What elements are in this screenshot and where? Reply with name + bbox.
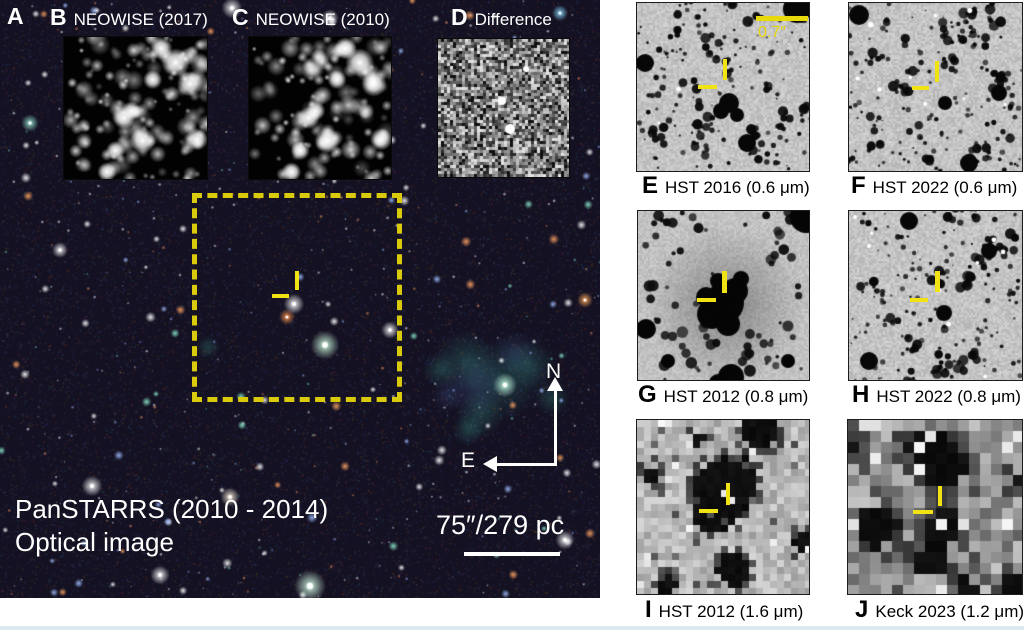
panel-h-canvas bbox=[849, 211, 1022, 380]
panel-g-letter: G bbox=[638, 381, 657, 408]
inset-b-letter: B bbox=[50, 4, 67, 30]
compass-east-line bbox=[496, 463, 557, 466]
panel-f-letter: F bbox=[851, 172, 866, 199]
panel-i-title: HST 2012 (1.6 μm) bbox=[658, 602, 804, 621]
panel-g-label: G HST 2012 (0.8 μm) bbox=[638, 383, 808, 407]
panel-j-keck-2023-image bbox=[847, 419, 1023, 595]
compass-east-arrowhead-icon bbox=[483, 456, 497, 472]
inset-b-neowise-2017-image bbox=[63, 36, 208, 180]
panel-e-letter: E bbox=[642, 172, 659, 199]
panel-f-canvas bbox=[849, 3, 1022, 171]
inset-d-label: D Difference bbox=[451, 6, 552, 29]
inset-c-title: NEOWISE (2010) bbox=[255, 10, 390, 29]
panel-h-target-horizontal-tick bbox=[910, 298, 928, 302]
figure-bottom-edge bbox=[0, 626, 1024, 630]
panel-a-label: A bbox=[7, 3, 24, 29]
panel-j-letter: J bbox=[855, 596, 869, 623]
inset-d-letter: D bbox=[451, 4, 468, 30]
target-marker-vertical-tick bbox=[295, 271, 299, 290]
inset-b-title: NEOWISE (2017) bbox=[73, 10, 208, 29]
panel-g-hst-2012-image bbox=[637, 210, 810, 381]
panel-e-scale-bar bbox=[756, 16, 808, 21]
panel-h-target-vertical-tick bbox=[935, 271, 940, 292]
panel-g-canvas bbox=[638, 211, 809, 380]
target-marker-horizontal-tick bbox=[272, 294, 289, 298]
panel-e-title: HST 2016 (0.6 μm) bbox=[665, 178, 810, 197]
panel-i-letter: I bbox=[645, 596, 652, 623]
panel-h-label: H HST 2022 (0.8 μm) bbox=[852, 383, 1021, 407]
survey-caption-line1: PanSTARRS (2010 - 2014) bbox=[15, 494, 329, 524]
scale-bar-label: 75″/279 pc bbox=[436, 510, 565, 540]
compass-north-arrowhead-icon bbox=[547, 377, 563, 391]
inset-d-title: Difference bbox=[474, 10, 552, 29]
panel-e-canvas bbox=[637, 3, 809, 171]
panel-f-hst-2022-image bbox=[848, 2, 1023, 172]
panel-g-target-vertical-tick bbox=[722, 271, 727, 293]
panel-f-label: F HST 2022 (0.6 μm) bbox=[851, 174, 1017, 198]
panel-i-hst-2012-image bbox=[636, 419, 810, 595]
inset-c-neowise-2010-image bbox=[248, 36, 392, 180]
inset-b-label: B NEOWISE (2017) bbox=[50, 6, 208, 29]
inset-d-difference-image bbox=[437, 38, 570, 178]
panel-e-scale-label: 0.7″ bbox=[758, 24, 786, 41]
panel-j-label: J Keck 2023 (1.2 μm) bbox=[855, 598, 1024, 622]
panel-g-title: HST 2012 (0.8 μm) bbox=[663, 387, 809, 406]
panel-e-target-vertical-tick bbox=[723, 59, 727, 80]
inset-c-letter: C bbox=[232, 4, 249, 30]
panel-g-target-horizontal-tick bbox=[697, 298, 716, 302]
panel-j-title: Keck 2023 (1.2 μm) bbox=[875, 602, 1024, 621]
inset-c-label: C NEOWISE (2010) bbox=[232, 6, 390, 29]
panel-f-target-horizontal-tick bbox=[912, 86, 929, 90]
panel-j-canvas bbox=[848, 420, 1022, 594]
panel-e-target-horizontal-tick bbox=[698, 85, 717, 89]
panel-e-hst-2016-image: 0.7″ bbox=[636, 2, 810, 172]
compass-east-label: E bbox=[461, 449, 476, 472]
scale-bar bbox=[464, 552, 560, 556]
zoom-region-dashed-box bbox=[192, 193, 402, 402]
panel-e-label: E HST 2016 (0.6 μm) bbox=[642, 174, 810, 198]
panel-a-optical-image: A B NEOWISE (2017) C NEOWISE (2010) D Di… bbox=[0, 0, 600, 598]
compass-north-line bbox=[554, 389, 557, 466]
panel-j-target-horizontal-tick bbox=[913, 510, 933, 514]
panel-h-hst-2022-image bbox=[848, 210, 1023, 381]
panel-i-target-vertical-tick bbox=[726, 483, 730, 505]
panel-i-label: I HST 2012 (1.6 μm) bbox=[645, 598, 803, 622]
survey-caption-line2: Optical image bbox=[15, 527, 174, 557]
panel-i-canvas bbox=[637, 420, 809, 594]
panel-j-target-vertical-tick bbox=[938, 486, 942, 506]
panel-h-letter: H bbox=[852, 381, 870, 408]
panel-i-target-horizontal-tick bbox=[699, 509, 718, 513]
panel-h-title: HST 2022 (0.8 μm) bbox=[876, 387, 1021, 406]
panel-f-title: HST 2022 (0.6 μm) bbox=[872, 178, 1018, 197]
panel-f-target-vertical-tick bbox=[935, 61, 939, 82]
